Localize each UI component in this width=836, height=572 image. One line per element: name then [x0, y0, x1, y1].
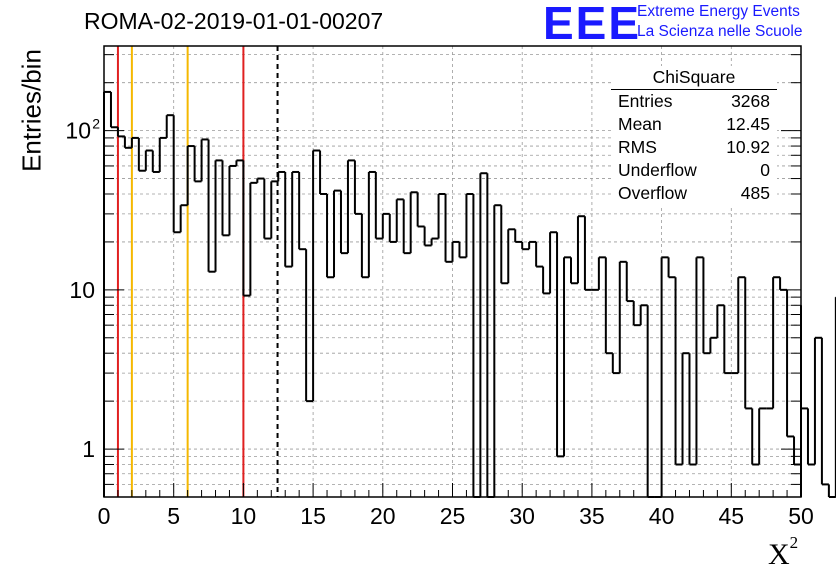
- stats-value: 485: [740, 183, 770, 203]
- run-title: ROMA-02-2019-01-01-00207: [84, 8, 384, 34]
- x-tick-label: 30: [509, 503, 535, 529]
- stats-row-rms: RMS 10.92: [611, 136, 777, 159]
- x-tick-label: 0: [98, 503, 111, 529]
- y-axis-label: Entries/bin: [16, 49, 47, 172]
- x-axis-label-base: X: [768, 538, 790, 571]
- eee-logo-line2: La Scienza nelle Scuole: [637, 23, 803, 40]
- x-tick-label: 45: [719, 503, 745, 529]
- y-tick-label: 10: [69, 277, 95, 303]
- y-tick-label-exponent: 2: [92, 116, 100, 132]
- x-tick-label: 20: [370, 503, 396, 529]
- x-tick-label: 10: [231, 503, 257, 529]
- stats-row-entries: Entries 3268: [611, 90, 777, 113]
- y-tick-label: 1: [82, 436, 95, 462]
- x-axis-label: X2: [768, 533, 798, 572]
- stats-value: 3268: [731, 91, 770, 111]
- stats-divider: [611, 89, 777, 90]
- stats-value: 10.92: [726, 137, 770, 157]
- stats-label: Underflow: [618, 160, 697, 180]
- eee-logo-line1: Extreme Energy Events: [637, 3, 800, 20]
- stats-value: 0: [760, 160, 770, 180]
- x-tick-label: 40: [649, 503, 675, 529]
- stats-label: RMS: [618, 137, 657, 157]
- y-tick-label: 10: [65, 118, 91, 144]
- stats-row-underflow: Underflow 0: [611, 159, 777, 182]
- stats-row-mean: Mean 12.45: [611, 113, 777, 136]
- x-tick-label: 5: [167, 503, 180, 529]
- x-tick-label: 50: [788, 503, 814, 529]
- eee-logo: EEE: [543, 0, 642, 49]
- x-axis-label-sup: 2: [789, 533, 799, 552]
- x-tick-label: 25: [440, 503, 466, 529]
- stats-row-overflow: Overflow 485: [611, 182, 777, 205]
- x-tick-label: 35: [579, 503, 605, 529]
- stats-label: Entries: [618, 91, 673, 111]
- stats-box: ChiSquare Entries 3268 Mean 12.45 RMS 10…: [611, 66, 777, 208]
- stats-label: Mean: [618, 114, 662, 134]
- stats-title: ChiSquare: [652, 67, 736, 87]
- stats-value: 12.45: [726, 114, 770, 134]
- stats-label: Overflow: [618, 183, 688, 203]
- x-tick-label: 15: [300, 503, 326, 529]
